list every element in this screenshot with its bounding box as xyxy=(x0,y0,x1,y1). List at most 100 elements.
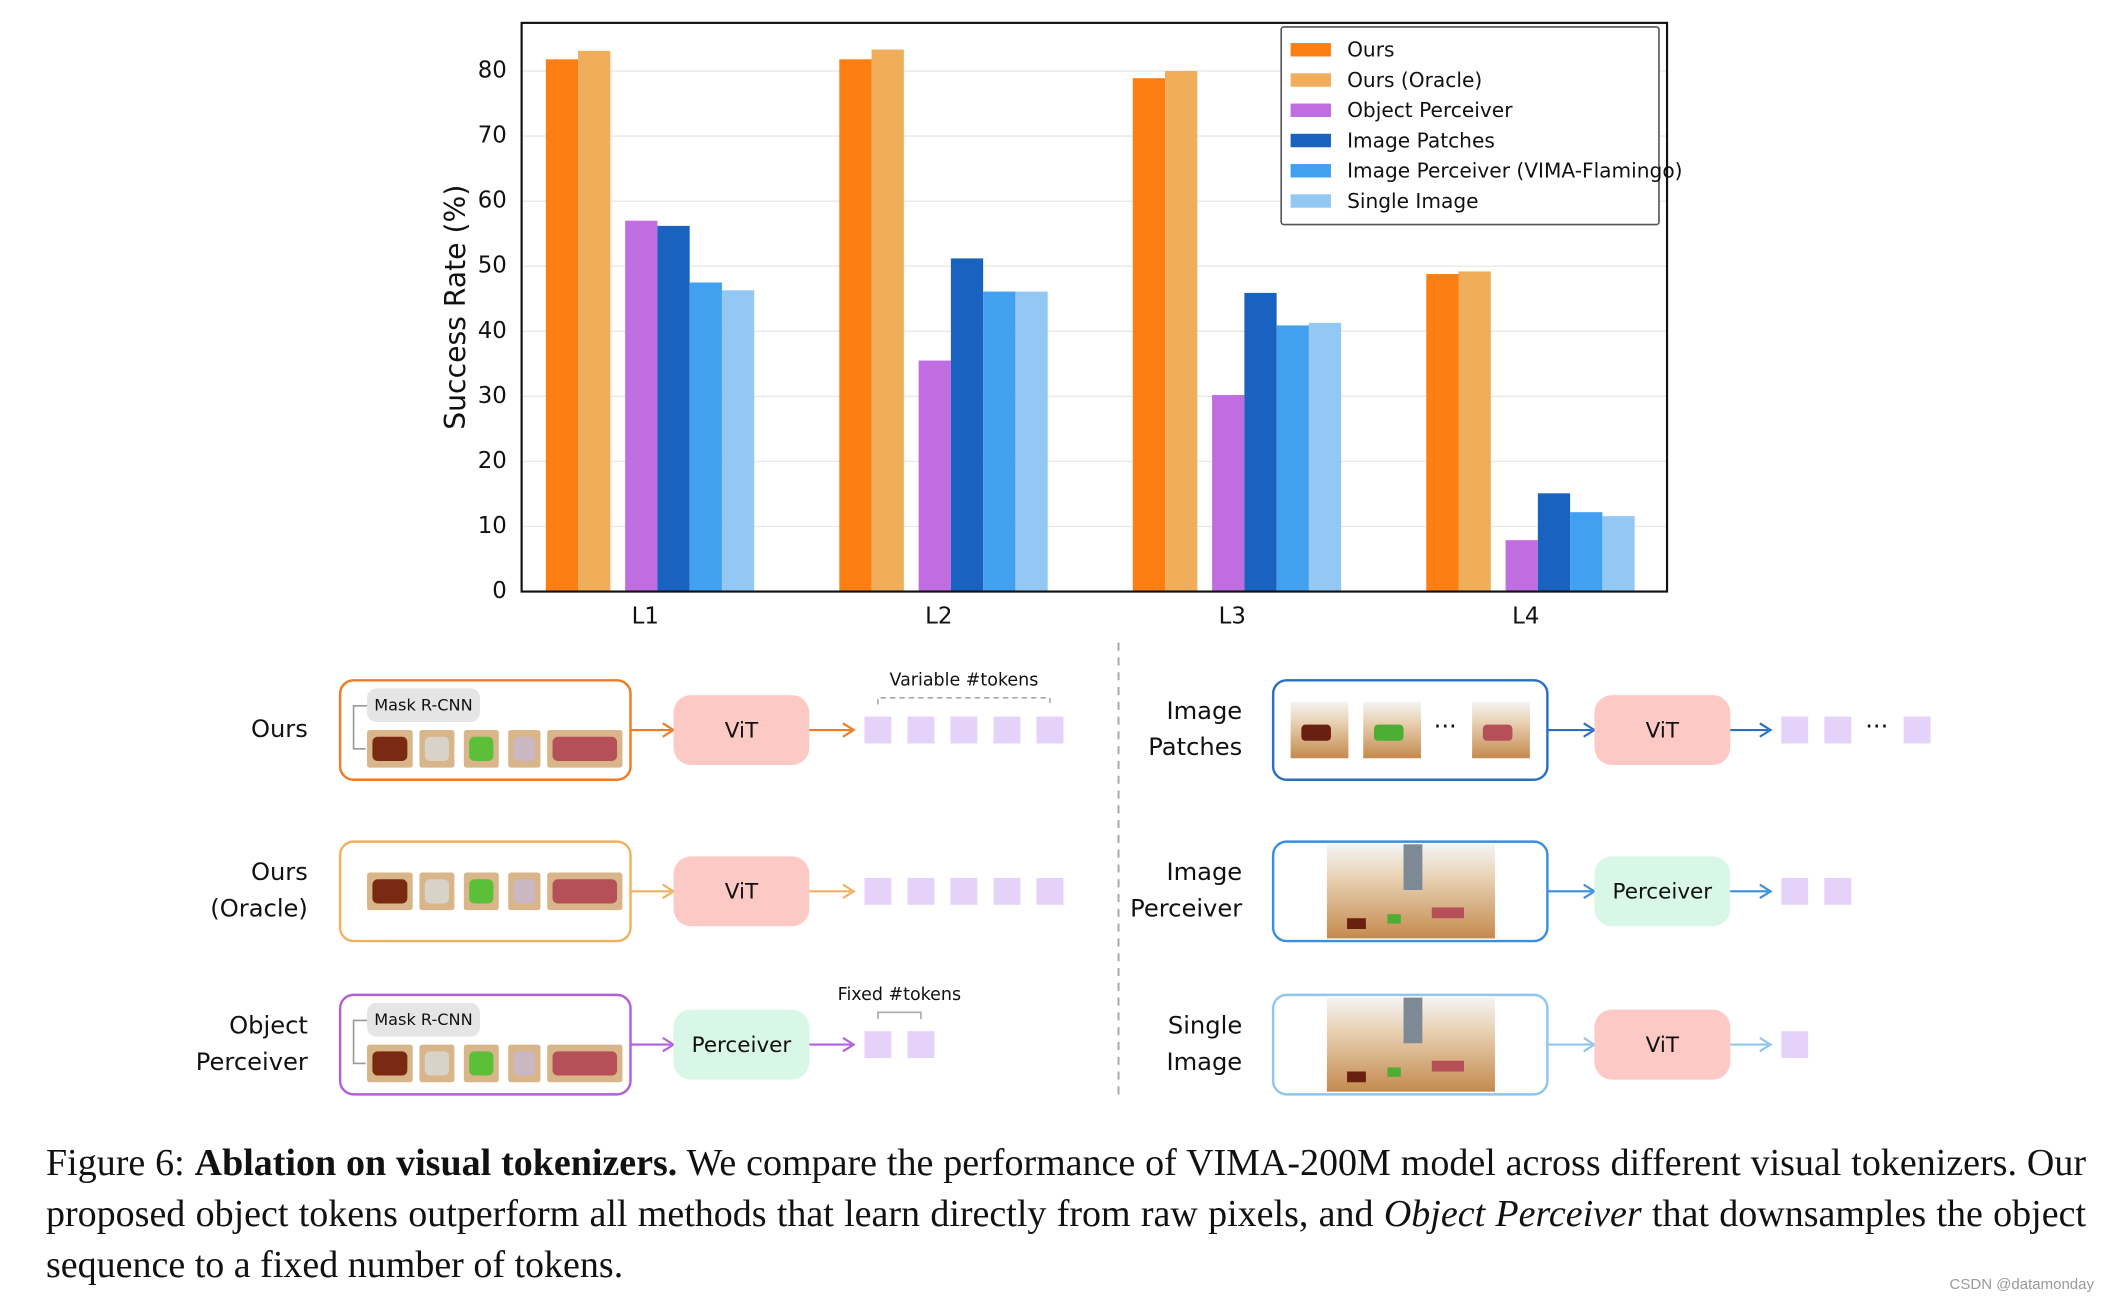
legend-swatch xyxy=(1290,164,1331,178)
object-crop xyxy=(424,1051,450,1076)
legend-swatch xyxy=(1290,194,1331,208)
scene-object xyxy=(1347,1071,1366,1083)
token xyxy=(864,877,892,905)
caption-text: that downsamples the object sequence to … xyxy=(46,1193,2087,1286)
object-crop xyxy=(469,736,494,761)
row-label: (Oracle) xyxy=(210,894,308,922)
object-crop xyxy=(513,1051,536,1076)
x-tick-label: L1 xyxy=(632,604,659,630)
token-annotation: Fixed #tokens xyxy=(838,985,961,1005)
token xyxy=(1781,877,1809,905)
legend-swatch xyxy=(1290,103,1331,117)
y-tick-label: 80 xyxy=(478,58,507,84)
row-label: Perceiver xyxy=(1130,894,1242,922)
encoder-label: ViT xyxy=(1646,1033,1680,1058)
bar xyxy=(839,59,872,592)
object-crop xyxy=(372,1051,408,1076)
encoder-label: ViT xyxy=(725,718,759,743)
caption-text: We compare the performance of VIMA-200M … xyxy=(46,1142,2086,1235)
caption-title: Ablation on visual tokenizers. xyxy=(194,1142,678,1184)
y-tick-label: 30 xyxy=(478,383,507,409)
plot-frame xyxy=(520,21,1669,593)
y-tick-label: 20 xyxy=(478,448,507,474)
encoder-box xyxy=(673,1009,810,1080)
object-crop xyxy=(552,1051,618,1076)
object-crop xyxy=(372,879,408,904)
row-label: Image xyxy=(1166,697,1242,725)
object-crop xyxy=(513,879,536,904)
token xyxy=(1781,1031,1809,1059)
token xyxy=(1824,716,1852,744)
legend-label: Object Perceiver xyxy=(1347,98,1513,122)
bar xyxy=(1132,78,1166,592)
row-label: Patches xyxy=(1148,733,1242,761)
object-crop xyxy=(552,736,618,761)
bar xyxy=(983,291,1016,592)
token xyxy=(907,877,935,905)
token xyxy=(1781,716,1809,744)
y-tick-label: 60 xyxy=(478,188,507,214)
ellipsis: ··· xyxy=(1434,712,1457,740)
patch-object xyxy=(1373,724,1404,741)
bar xyxy=(1308,322,1342,592)
x-tick-label: L2 xyxy=(925,604,952,630)
legend-label: Ours (Oracle) xyxy=(1347,68,1482,92)
y-axis-label: Success Rate (%) xyxy=(439,185,472,430)
arrow-head xyxy=(842,883,856,899)
ellipsis: ··· xyxy=(1865,712,1888,740)
token xyxy=(1036,877,1064,905)
scene-object xyxy=(1431,1060,1465,1072)
token-bracket xyxy=(877,696,1051,705)
row-label: Single xyxy=(1168,1011,1242,1039)
encoder-box xyxy=(673,856,810,927)
detector-label: Mask R-CNN xyxy=(374,1010,472,1029)
legend-label: Ours xyxy=(1347,38,1394,62)
encoder-label: Perceiver xyxy=(692,1033,792,1058)
encoder-box xyxy=(1594,1009,1731,1080)
bar xyxy=(1244,292,1277,592)
encoder-label: ViT xyxy=(1646,718,1680,743)
y-tick-label: 0 xyxy=(492,578,507,604)
watermark: CSDN @datamonday xyxy=(1949,1276,2094,1293)
encoder-label: Perceiver xyxy=(1613,880,1713,905)
scene-object xyxy=(1431,907,1465,919)
figure: 0 10 20 30 40 50 60 70 80 Success Rate (%) L1 L2 L3 L… xyxy=(196,21,1931,1096)
scene-object xyxy=(1387,914,1401,924)
bar xyxy=(657,225,690,592)
caption-emphasis: Object Perceiver xyxy=(1383,1193,1642,1235)
token xyxy=(1903,716,1931,744)
detector-label: Mask R-CNN xyxy=(374,695,472,714)
y-tick-label: 40 xyxy=(478,318,507,344)
x-tick-label: L4 xyxy=(1512,604,1539,630)
detector-tag xyxy=(367,1002,480,1037)
bar xyxy=(1015,291,1048,592)
bar xyxy=(1426,274,1459,592)
bar xyxy=(721,290,755,592)
token xyxy=(864,716,892,744)
bar xyxy=(1505,540,1538,592)
token xyxy=(864,1031,892,1059)
bar xyxy=(578,50,611,592)
legend-swatch xyxy=(1290,73,1331,87)
legend-label: Image Patches xyxy=(1347,128,1495,152)
detector-tag xyxy=(367,688,480,722)
object-crop xyxy=(469,1051,494,1076)
bar xyxy=(1276,325,1309,592)
y-tick-label: 70 xyxy=(478,123,507,149)
arrow-head xyxy=(1759,883,1773,899)
object-crop xyxy=(552,879,618,904)
token xyxy=(993,716,1021,744)
object-crop xyxy=(424,879,450,904)
object-crop xyxy=(469,879,494,904)
token xyxy=(1036,716,1064,744)
encoder-box xyxy=(1594,856,1731,927)
object-crop xyxy=(372,736,408,761)
legend-label: Image Perceiver (VIMA-Flamingo) xyxy=(1347,159,1682,183)
bar xyxy=(1212,395,1245,592)
token xyxy=(1824,877,1852,905)
bar xyxy=(625,220,658,592)
token xyxy=(907,716,935,744)
bar xyxy=(1458,271,1491,592)
scene-object xyxy=(1347,918,1366,929)
arrow-head xyxy=(842,722,856,738)
